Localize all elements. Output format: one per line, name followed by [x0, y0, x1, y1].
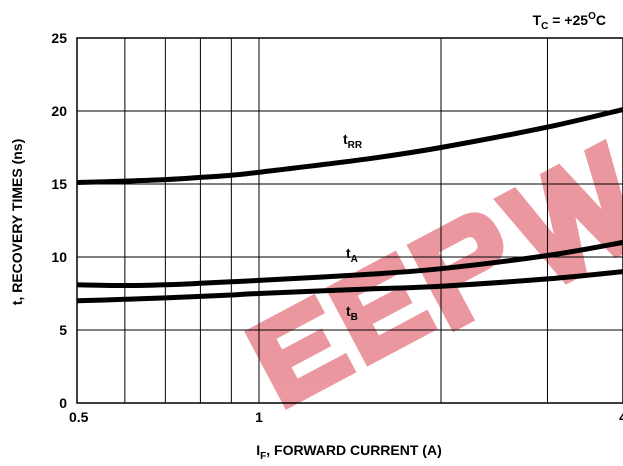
series-trr-label: tRR: [343, 131, 363, 151]
condition-main: T: [533, 12, 542, 28]
series-label-main: t: [346, 303, 351, 319]
condition-rest: C: [596, 12, 606, 28]
series-ta-label: tA: [346, 245, 358, 265]
condition-sub: C: [541, 21, 548, 32]
series-label-sub: B: [351, 312, 358, 323]
watermark: [244, 138, 623, 410]
x-tick-label: 4: [619, 409, 623, 425]
watermark-letter: [493, 138, 623, 285]
y-tick-label: 15: [51, 176, 67, 192]
y-axis-title: t, RECOVERY TIMES (ns): [9, 139, 25, 305]
watermark-letter: [325, 250, 438, 367]
series-label-sub: A: [351, 254, 358, 265]
series-ta-line: [76, 239, 623, 289]
watermark-letter: [244, 293, 357, 410]
watermark-letters: [244, 138, 623, 410]
x-tick-label: 0.5: [69, 409, 89, 425]
x-axis-title: IF, FORWARD CURRENT (A): [256, 442, 442, 462]
x-axis-title-rest: , FORWARD CURRENT (A): [266, 442, 442, 458]
y-tick-label: 25: [51, 30, 67, 46]
series-label-main: t: [346, 245, 351, 261]
watermark-letter: [406, 212, 504, 333]
series-label-sub: RR: [348, 140, 363, 151]
series-layer: [76, 107, 623, 304]
y-tick-label: 0: [59, 395, 67, 411]
series-label-main: t: [343, 131, 348, 147]
x-axis-title-sub: F: [260, 451, 266, 462]
x-tick-label: 1: [255, 409, 263, 425]
y-tick-label: 5: [59, 322, 67, 338]
condition-sup: O: [588, 11, 596, 22]
series-tb-line: [76, 269, 623, 304]
temperature-condition: TC = +25OC: [533, 11, 606, 32]
series-trr-line: [76, 107, 623, 185]
series-tb-label: tB: [346, 303, 358, 323]
condition-mid: = +25: [548, 12, 588, 28]
y-tick-label: 10: [51, 249, 67, 265]
y-tick-label: 20: [51, 103, 67, 119]
plot-frame: [76, 37, 623, 404]
x-axis-title-main: I: [256, 442, 260, 458]
tick-labels: 0 5 10 15 20 25 0.5 1 4: [51, 30, 623, 425]
